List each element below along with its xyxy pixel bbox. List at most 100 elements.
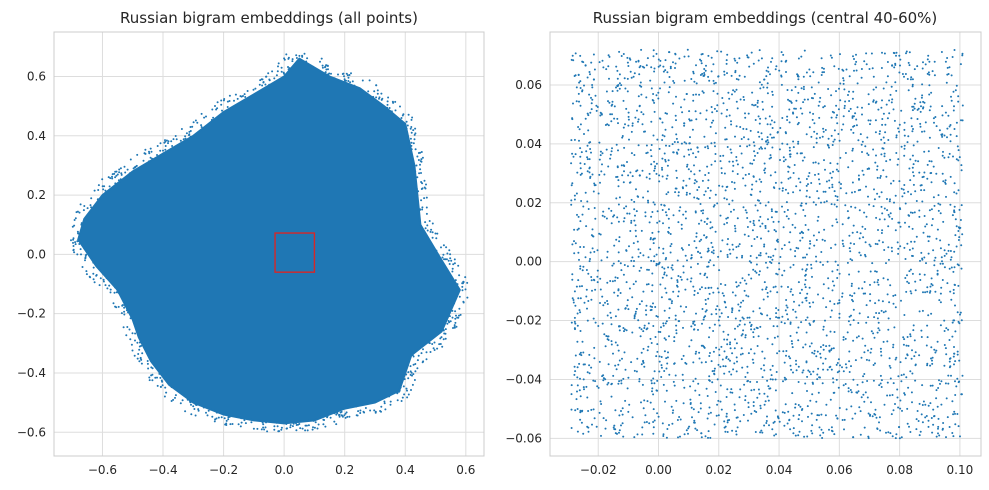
chart-all-points: −0.6 −0.4 −0.2 0.0 0.2 0.4 0.6 −0.6−0.4−0.20.0… bbox=[17, 9, 485, 477]
data-point bbox=[771, 343, 774, 346]
data-point bbox=[781, 274, 784, 277]
data-point bbox=[943, 344, 946, 346]
data-point bbox=[647, 345, 650, 348]
data-point bbox=[691, 416, 693, 419]
data-point bbox=[186, 398, 189, 401]
data-point bbox=[694, 179, 697, 182]
data-point bbox=[780, 60, 783, 63]
data-point bbox=[933, 204, 936, 207]
data-point bbox=[850, 405, 853, 408]
data-point bbox=[781, 315, 784, 318]
data-point bbox=[832, 140, 835, 143]
data-point bbox=[610, 222, 613, 225]
data-point bbox=[656, 138, 659, 141]
data-point bbox=[638, 84, 641, 87]
data-point bbox=[930, 277, 933, 280]
data-point bbox=[880, 106, 883, 109]
data-point bbox=[908, 51, 911, 54]
data-point bbox=[948, 339, 951, 341]
data-point bbox=[939, 382, 941, 385]
data-point bbox=[856, 106, 859, 109]
data-point bbox=[633, 208, 636, 211]
data-point bbox=[656, 412, 659, 415]
data-point bbox=[955, 121, 958, 124]
data-point bbox=[865, 52, 868, 55]
data-point bbox=[852, 436, 855, 439]
data-point bbox=[742, 127, 745, 130]
data-point bbox=[689, 398, 692, 401]
data-point bbox=[839, 156, 842, 159]
data-point bbox=[448, 315, 451, 318]
data-point bbox=[97, 184, 100, 187]
data-point bbox=[262, 423, 265, 426]
data-point bbox=[794, 406, 797, 409]
data-point bbox=[635, 235, 637, 238]
data-point bbox=[656, 221, 659, 224]
data-point bbox=[859, 133, 862, 136]
y-tick-label: −0.4 bbox=[17, 366, 46, 380]
data-point bbox=[78, 211, 81, 214]
data-point bbox=[811, 432, 814, 435]
data-point bbox=[646, 190, 649, 193]
data-point bbox=[829, 365, 832, 368]
data-point bbox=[691, 128, 694, 131]
data-point bbox=[783, 269, 786, 272]
data-point bbox=[948, 426, 951, 428]
data-point bbox=[601, 214, 604, 217]
data-point bbox=[621, 407, 624, 410]
data-point bbox=[701, 322, 703, 325]
data-point bbox=[850, 314, 852, 317]
data-point bbox=[678, 416, 681, 418]
data-point bbox=[621, 413, 624, 416]
data-point bbox=[719, 400, 722, 403]
data-point bbox=[628, 403, 631, 406]
data-point bbox=[652, 377, 655, 380]
data-point bbox=[925, 344, 928, 347]
data-point bbox=[838, 316, 841, 319]
data-point bbox=[574, 409, 577, 412]
data-point bbox=[724, 306, 727, 309]
data-point bbox=[698, 222, 700, 225]
data-point bbox=[784, 403, 787, 406]
data-point bbox=[320, 57, 323, 60]
data-point bbox=[743, 323, 746, 326]
data-point bbox=[788, 418, 791, 421]
data-point bbox=[805, 331, 808, 334]
data-point bbox=[582, 205, 585, 208]
data-point bbox=[746, 365, 749, 368]
data-point bbox=[930, 181, 933, 184]
data-point bbox=[736, 173, 739, 175]
data-point bbox=[450, 259, 453, 262]
data-point bbox=[648, 221, 651, 224]
data-point bbox=[733, 181, 736, 184]
data-point bbox=[921, 309, 924, 312]
data-point bbox=[953, 363, 955, 366]
data-point bbox=[623, 351, 626, 354]
data-point bbox=[227, 418, 230, 421]
data-point bbox=[960, 319, 963, 322]
data-point bbox=[714, 160, 717, 163]
data-point bbox=[252, 427, 255, 430]
data-point bbox=[878, 218, 881, 221]
data-point bbox=[584, 64, 587, 67]
data-point bbox=[954, 360, 957, 363]
data-point bbox=[883, 403, 886, 406]
data-point bbox=[909, 370, 912, 373]
data-point bbox=[841, 223, 844, 226]
data-point bbox=[127, 311, 129, 314]
data-point bbox=[607, 54, 610, 57]
data-point bbox=[600, 403, 603, 405]
data-point bbox=[738, 243, 741, 246]
data-point bbox=[896, 388, 899, 391]
data-point bbox=[864, 145, 867, 148]
data-point bbox=[767, 230, 770, 233]
data-point bbox=[579, 265, 582, 268]
data-point bbox=[650, 155, 653, 158]
data-point bbox=[570, 384, 573, 387]
data-point bbox=[759, 312, 762, 315]
data-point bbox=[852, 378, 855, 381]
data-point bbox=[677, 194, 680, 197]
data-point bbox=[930, 312, 933, 315]
data-point bbox=[857, 189, 860, 192]
data-point bbox=[102, 278, 105, 281]
